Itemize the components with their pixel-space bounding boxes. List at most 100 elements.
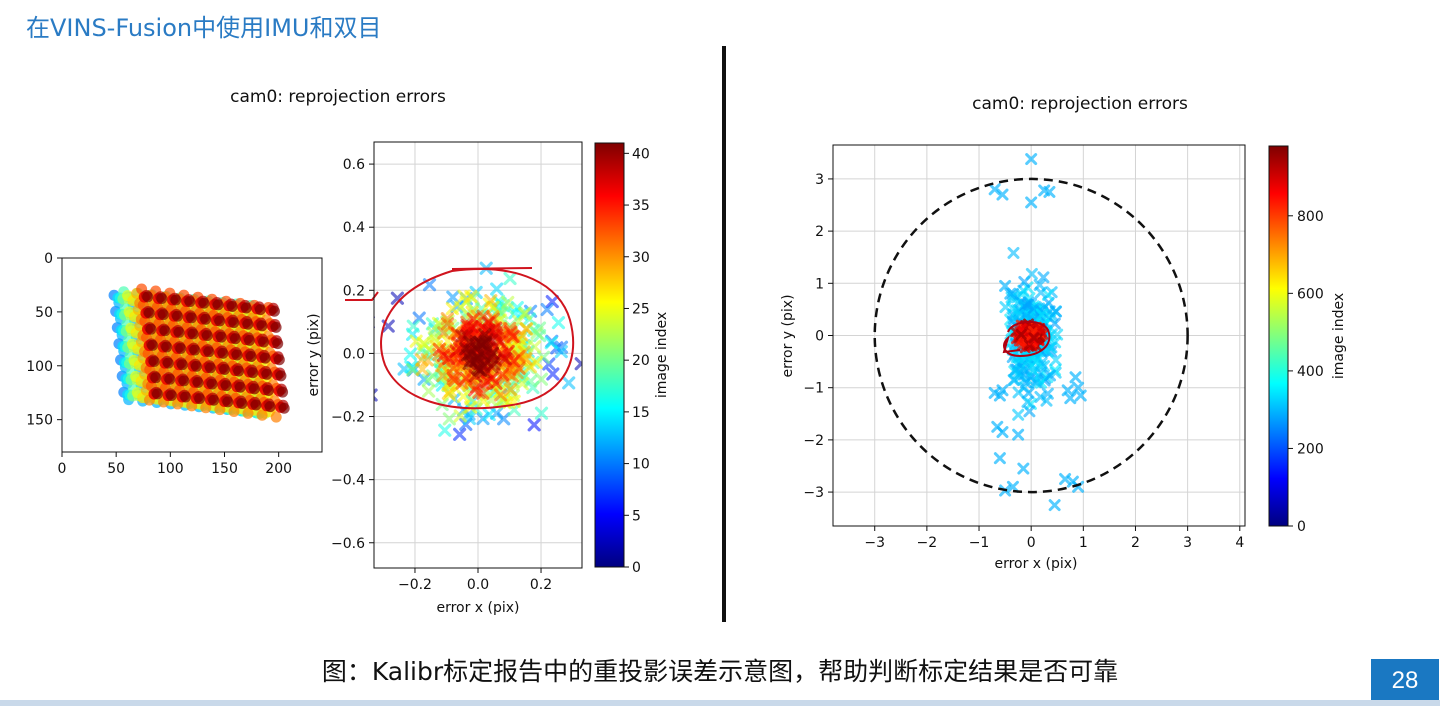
inset-corner-point [186, 312, 198, 324]
right-outlier-point [996, 384, 1009, 397]
inset-corner-point [250, 399, 262, 411]
right-x-tick-label: −2 [917, 535, 938, 551]
right-x-tick-label: 1 [1079, 535, 1088, 551]
left-error-point [534, 406, 549, 420]
inset-x-tick-label: 150 [211, 461, 238, 477]
left-colorbar-tick-label: 25 [632, 301, 650, 317]
inset-corner-point [244, 334, 256, 346]
inset-corner-point [150, 372, 162, 384]
left-error-point [453, 427, 467, 441]
reference-circle [873, 177, 1189, 494]
right-y-tick-label: 1 [815, 276, 824, 292]
inset-corner-point [151, 388, 163, 400]
right-error-point [1044, 369, 1057, 382]
right-outlier-point [988, 183, 1001, 196]
left-error-point [437, 326, 451, 340]
right-outlier-point [1043, 185, 1056, 198]
inset-corner-point [147, 339, 159, 351]
left-y-tick-label: −0.2 [331, 410, 365, 426]
inset-corner-point [264, 401, 276, 413]
inset-corner-point [254, 304, 266, 316]
right-colorbar-tick-label: 400 [1297, 364, 1324, 380]
right-colorbar-label: image index [1331, 293, 1347, 379]
inset-corner-point [175, 343, 187, 355]
inset-corner-point [220, 380, 232, 392]
right-error-point [1006, 302, 1019, 315]
right-error-point [1012, 351, 1025, 364]
left-error-point [420, 353, 434, 367]
inset-corner-point [270, 321, 282, 333]
inset-corner-point [171, 310, 183, 322]
inset-corner-point [270, 411, 282, 423]
right-error-point [1049, 354, 1062, 367]
inset-corner-point [161, 341, 173, 353]
right-outlier-point [1006, 480, 1019, 493]
left-error-plot: −0.2 0.0 0.2 −0.6 −0.4 −0.2 0.0 0.2 0.4 0.6 error… [306, 141, 583, 616]
left-error-point [554, 345, 568, 359]
left-error-point [448, 373, 462, 388]
inset-corner-point [248, 383, 260, 395]
right-colorbar: 0 200 400 600 800 image index [1268, 145, 1347, 535]
inset-corner-point [156, 292, 168, 304]
left-colorbar-label: image index [654, 312, 670, 398]
left-x-tick-label: 0.0 [467, 577, 489, 593]
left-error-point [468, 383, 482, 397]
right-outlier-point [1069, 371, 1082, 384]
inset-corner-point [142, 291, 154, 303]
inset-corner-point [176, 359, 188, 371]
right-error-point [1023, 405, 1036, 418]
right-colorbar-tick-label: 600 [1297, 286, 1324, 302]
inset-y-tick-label: 50 [35, 305, 53, 321]
left-y-tick-label: 0.2 [343, 283, 365, 299]
inset-corner-point [212, 299, 224, 311]
left-x-tick-label: −0.2 [398, 577, 432, 593]
inset-y-tick-label: 0 [44, 251, 53, 267]
right-error-point [1033, 278, 1046, 291]
left-colorbar-tick-label: 30 [632, 250, 650, 266]
inset-corner-point [262, 384, 274, 396]
right-error-point [1007, 374, 1020, 387]
right-error-point [1050, 305, 1063, 318]
right-y-tick-label: −1 [803, 381, 824, 397]
inset-corner-point [236, 397, 248, 409]
inset-corner-point [200, 313, 212, 325]
right-error-point [1037, 271, 1050, 284]
left-error-point [426, 369, 440, 383]
right-outlier-point [1012, 428, 1025, 441]
inset-x-tick-label: 50 [107, 461, 125, 477]
left-error-point [477, 349, 491, 364]
left-error-point [445, 301, 459, 316]
right-error-point [1029, 376, 1042, 389]
left-colorbar-tick-label: 10 [632, 457, 650, 473]
right-outlier-point [1072, 480, 1085, 493]
right-error-point [1022, 298, 1035, 311]
inset-corner-point [272, 338, 284, 350]
left-error-point [422, 384, 436, 398]
left-error-point [494, 388, 508, 402]
inset-corner-point [247, 367, 259, 379]
inset-corner-point [219, 364, 231, 376]
left-y-tick-label: −0.6 [331, 536, 365, 552]
right-error-plot: −3 −2 −1 0 1 2 3 4 −3 −2 −1 0 1 2 3 error x (pix) erro… [780, 144, 1246, 572]
left-x-tick-label: 0.2 [530, 577, 552, 593]
inset-corner-point [214, 404, 226, 416]
inset-corner-point [234, 381, 246, 393]
left-error-point [346, 371, 356, 381]
left-error-point [482, 407, 496, 422]
right-error-point [1012, 367, 1025, 380]
right-x-tick-label: −1 [969, 535, 990, 551]
left-error-point [490, 282, 504, 296]
left-error-point [442, 412, 456, 426]
left-error-point [473, 335, 487, 350]
right-outlier-point [993, 452, 1006, 465]
left-error-point [436, 369, 450, 383]
right-outlier-point [1074, 389, 1087, 402]
slide-title: 在VINS-Fusion中使用IMU和双目 [26, 14, 382, 42]
left-error-point [495, 367, 510, 381]
right-y-tick-label: −3 [803, 485, 824, 501]
figure-caption: 图：Kalibr标定报告中的重投影误差示意图，帮助判断标定结果是否可靠 [321, 657, 1119, 686]
left-error-point [441, 386, 456, 400]
inset-corner-point [233, 365, 245, 377]
right-outlier-point [1025, 196, 1038, 209]
